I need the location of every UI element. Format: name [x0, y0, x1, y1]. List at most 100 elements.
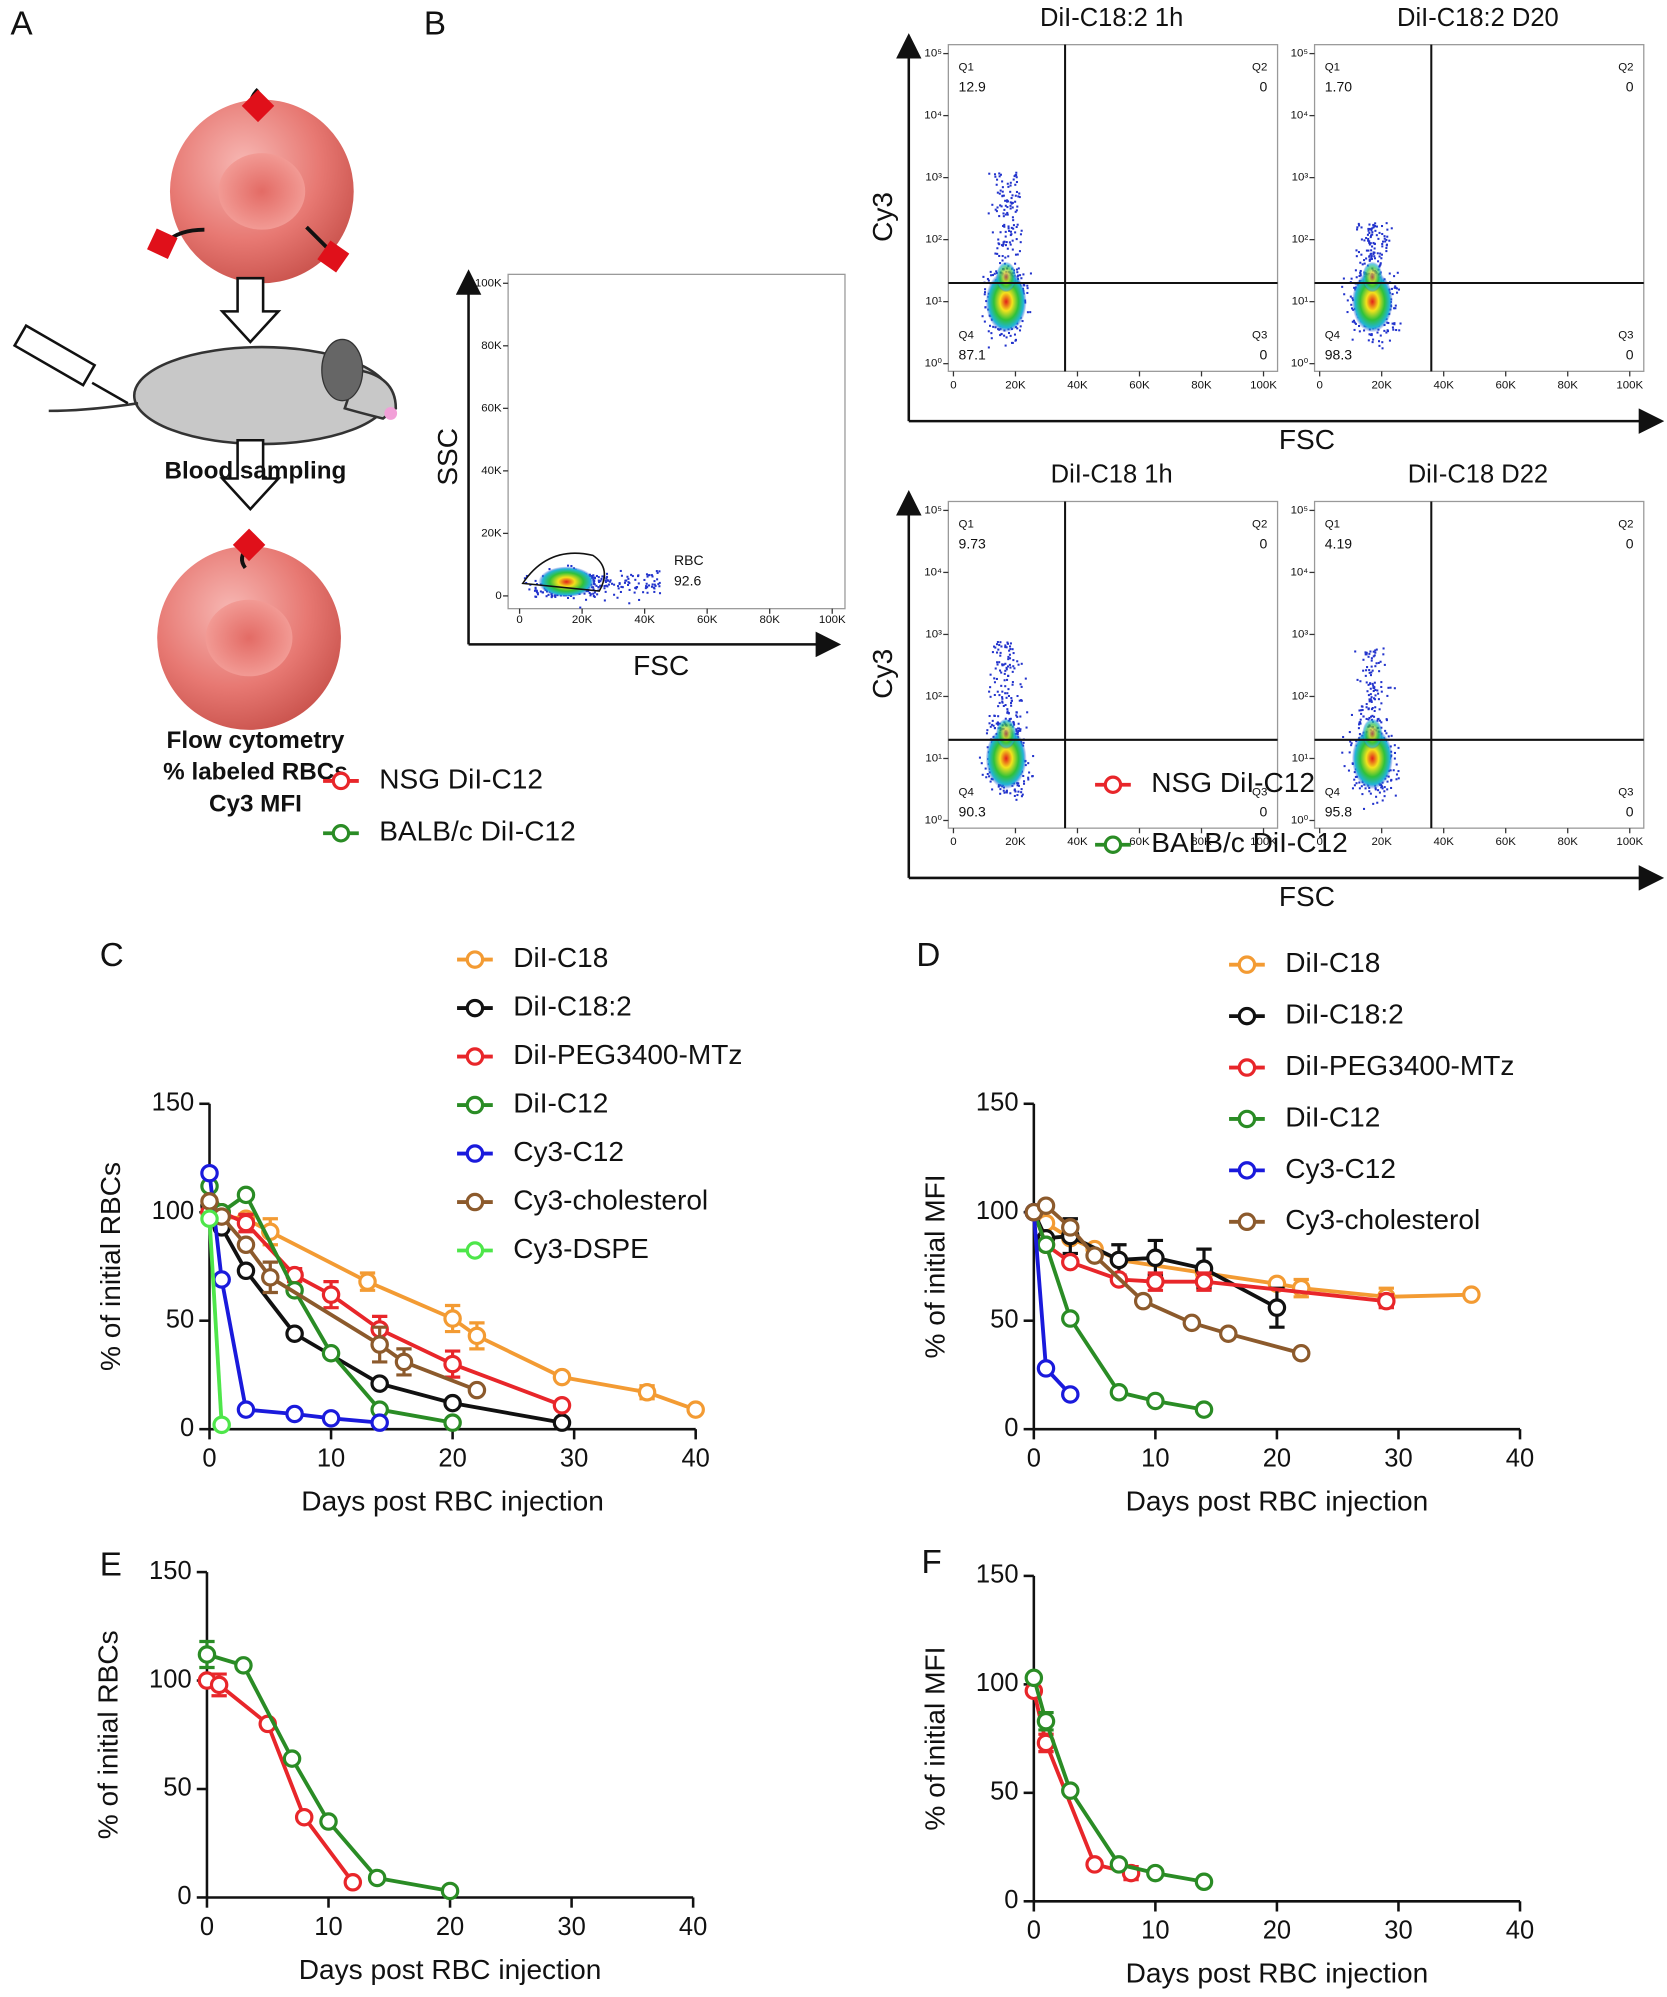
event-dot — [1375, 234, 1378, 237]
event-dot — [984, 767, 987, 770]
event-dot — [1393, 744, 1396, 747]
event-dot — [987, 279, 990, 282]
event-dot — [992, 724, 995, 727]
data-point — [1146, 1391, 1165, 1411]
data-point — [443, 1354, 462, 1374]
event-dot — [1011, 239, 1014, 242]
event-dot — [1018, 699, 1021, 702]
event-dot — [1370, 696, 1373, 699]
event-dot — [1373, 247, 1376, 250]
x-tick-label: 20K — [1005, 379, 1026, 391]
y-tick-label: 100K — [475, 277, 502, 289]
event-dot — [1375, 648, 1378, 651]
data-point — [467, 1326, 487, 1346]
event-dot — [1387, 686, 1390, 689]
event-dot — [994, 646, 997, 649]
event-dot — [999, 204, 1002, 207]
data-point — [200, 1192, 219, 1211]
event-dot — [993, 693, 996, 697]
event-dot — [1004, 235, 1007, 238]
event-dot — [1368, 243, 1371, 246]
event-dot — [650, 574, 653, 577]
y-tick-label: 50 — [990, 1305, 1018, 1333]
event-dot — [999, 788, 1002, 791]
event-dot — [617, 587, 620, 590]
event-dot — [1374, 229, 1377, 232]
quadrant-value: 12.9 — [959, 79, 986, 95]
event-dot — [1386, 788, 1389, 791]
event-dot — [1008, 657, 1012, 660]
data-point — [1061, 1218, 1080, 1237]
event-dot — [653, 590, 656, 593]
event-dot — [1367, 239, 1370, 242]
x-tick-label: 20K — [1005, 836, 1026, 848]
event-dot — [1393, 322, 1396, 325]
axis-title: Days post RBC injection — [1126, 1486, 1429, 1517]
event-dot — [1362, 658, 1365, 661]
event-dot — [1380, 253, 1383, 256]
readout: Flow cytometry — [167, 727, 345, 754]
event-dot — [1383, 790, 1386, 793]
event-dot — [645, 582, 648, 585]
event-dot — [983, 320, 986, 323]
event-dot — [1353, 286, 1356, 289]
event-dot — [1011, 681, 1014, 684]
arrow — [219, 276, 282, 344]
legend-marker — [465, 1144, 485, 1163]
event-dot — [636, 586, 639, 589]
event-dot — [1012, 652, 1015, 655]
event-dot — [1369, 253, 1372, 256]
event-dot — [1373, 709, 1376, 713]
axis-title: SSC — [432, 428, 463, 486]
ligand — [147, 228, 178, 259]
event-dot — [1360, 238, 1363, 241]
event-dot — [996, 206, 999, 209]
event-dot — [988, 722, 991, 725]
event-dot — [1365, 237, 1368, 240]
event-dot — [1341, 285, 1344, 288]
data-point — [197, 1645, 217, 1664]
event-dot — [1385, 238, 1388, 241]
event-dot — [1371, 707, 1374, 710]
event-dot — [1003, 791, 1006, 794]
event-dot — [1353, 784, 1356, 787]
y-tick-label: 40K — [481, 465, 502, 477]
event-dot — [589, 594, 592, 597]
event-dot — [985, 776, 988, 779]
event-dot — [988, 690, 991, 693]
event-dot — [1365, 669, 1368, 672]
event-dot — [1359, 721, 1362, 724]
event-dot — [1390, 227, 1393, 230]
event-dot — [1007, 331, 1011, 335]
y-tick-label: 10¹ — [925, 296, 942, 308]
y-tick-label: 10⁴ — [924, 566, 942, 578]
quadrant-name: Q4 — [959, 786, 975, 798]
data-point — [236, 1185, 256, 1205]
event-dot — [1005, 696, 1008, 699]
quadrant-name: Q3 — [1252, 786, 1267, 798]
event-dot — [1350, 742, 1353, 745]
data-point — [1377, 1291, 1396, 1311]
data-point — [1061, 1385, 1080, 1404]
event-dot — [1001, 186, 1004, 189]
data-point — [261, 1268, 280, 1287]
y-tick-label: 10² — [925, 234, 942, 246]
event-dot — [1008, 645, 1012, 648]
event-dot — [1009, 201, 1012, 204]
event-dot — [1013, 333, 1016, 336]
event-dot — [1008, 653, 1011, 656]
data-point — [1267, 1298, 1287, 1317]
event-dot — [1360, 785, 1363, 788]
event-dot — [1357, 727, 1360, 730]
density — [1351, 727, 1393, 790]
data-point — [443, 1393, 462, 1413]
event-dot — [1386, 694, 1389, 697]
event-dot — [1011, 194, 1014, 197]
event-dot — [991, 231, 994, 234]
event-dot — [1014, 790, 1017, 793]
event-dot — [533, 589, 536, 592]
event-dot — [1370, 234, 1373, 237]
event-dot — [988, 714, 991, 718]
event-dot — [1001, 194, 1004, 197]
series-line — [207, 1218, 224, 1425]
